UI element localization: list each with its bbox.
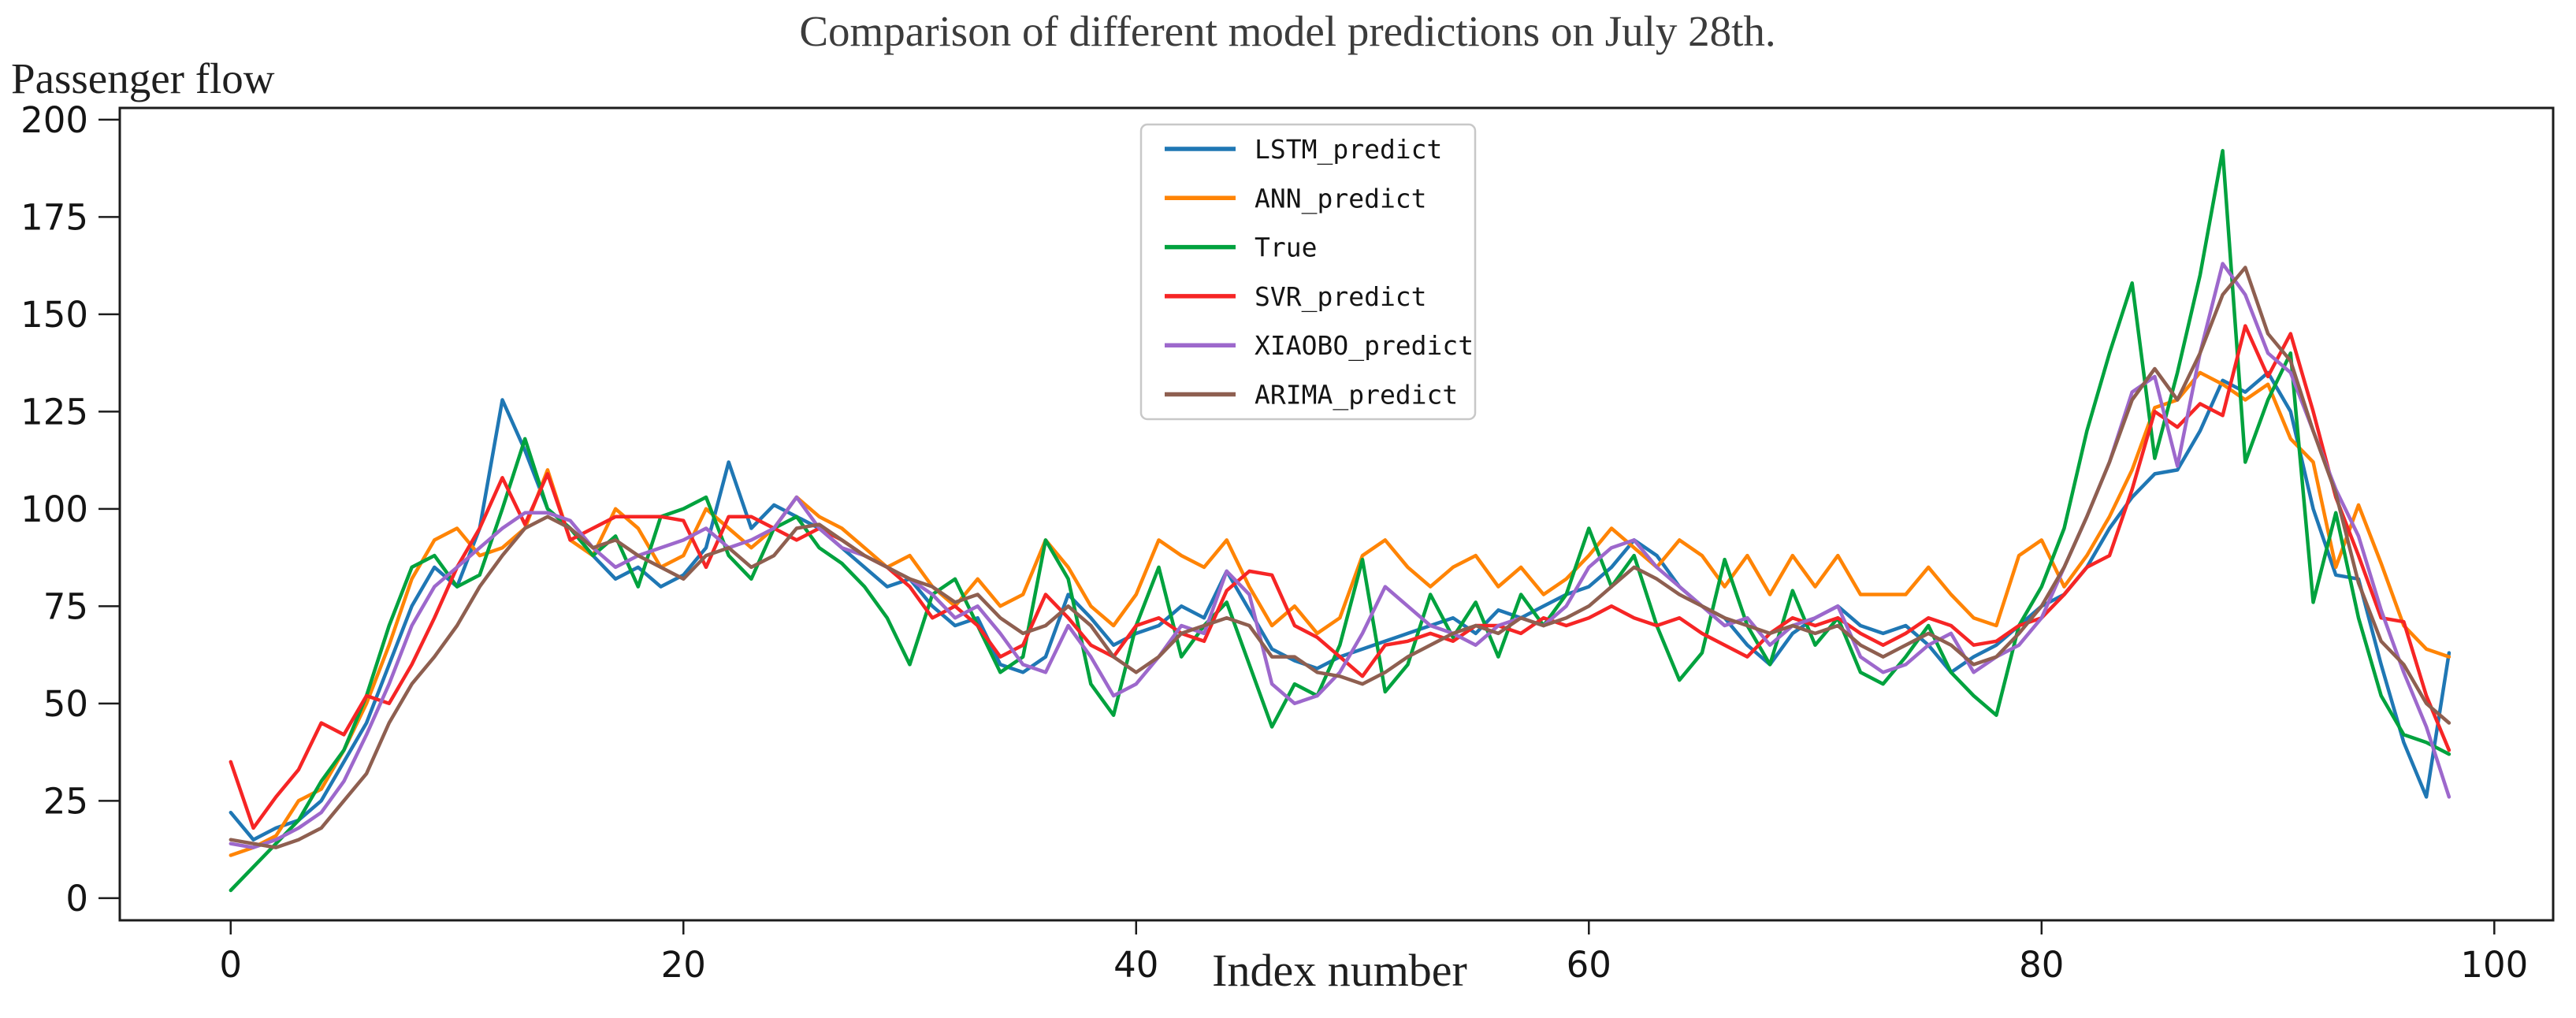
series-line-ANN_predict bbox=[229, 370, 2451, 857]
legend-label-SVR_predict: SVR_predict bbox=[1255, 281, 1427, 313]
series-line-ARIMA_predict bbox=[229, 266, 2451, 849]
legend-label-ANN_predict: ANN_predict bbox=[1255, 183, 1427, 214]
series-line-True bbox=[229, 149, 2451, 893]
x-tick-label: 20 bbox=[661, 944, 706, 986]
y-tick-label: 50 bbox=[43, 683, 88, 725]
series-line-SVR_predict bbox=[229, 324, 2451, 830]
y-tick-label: 150 bbox=[20, 294, 88, 336]
legend-label-XIAOBO_predict: XIAOBO_predict bbox=[1255, 330, 1474, 362]
x-axis-title: Index number bbox=[1212, 945, 1467, 996]
y-tick-label: 75 bbox=[43, 585, 88, 627]
legend-label-LSTM_predict: LSTM_predict bbox=[1255, 134, 1442, 165]
legend-label-ARIMA_predict: ARIMA_predict bbox=[1255, 380, 1458, 411]
x-tick-label: 60 bbox=[1567, 944, 1611, 986]
chart-title: Comparison of different model prediction… bbox=[799, 7, 1776, 55]
x-tick-label: 40 bbox=[1113, 944, 1158, 986]
y-tick-label: 200 bbox=[20, 99, 88, 141]
y-tick-label: 175 bbox=[20, 196, 88, 238]
plot-frame bbox=[118, 106, 2555, 922]
y-axis-title: Passenger flow bbox=[11, 54, 275, 102]
y-tick-label: 100 bbox=[20, 489, 88, 530]
x-tick-label: 80 bbox=[2019, 944, 2064, 986]
y-tick-label: 125 bbox=[20, 391, 88, 433]
legend-label-True: True bbox=[1255, 232, 1317, 263]
y-tick-label: 0 bbox=[65, 878, 88, 920]
y-tick-label: 25 bbox=[43, 780, 88, 822]
legend-box bbox=[1139, 123, 1477, 421]
x-tick-label: 100 bbox=[2460, 944, 2528, 986]
x-tick-label: 0 bbox=[219, 944, 242, 986]
